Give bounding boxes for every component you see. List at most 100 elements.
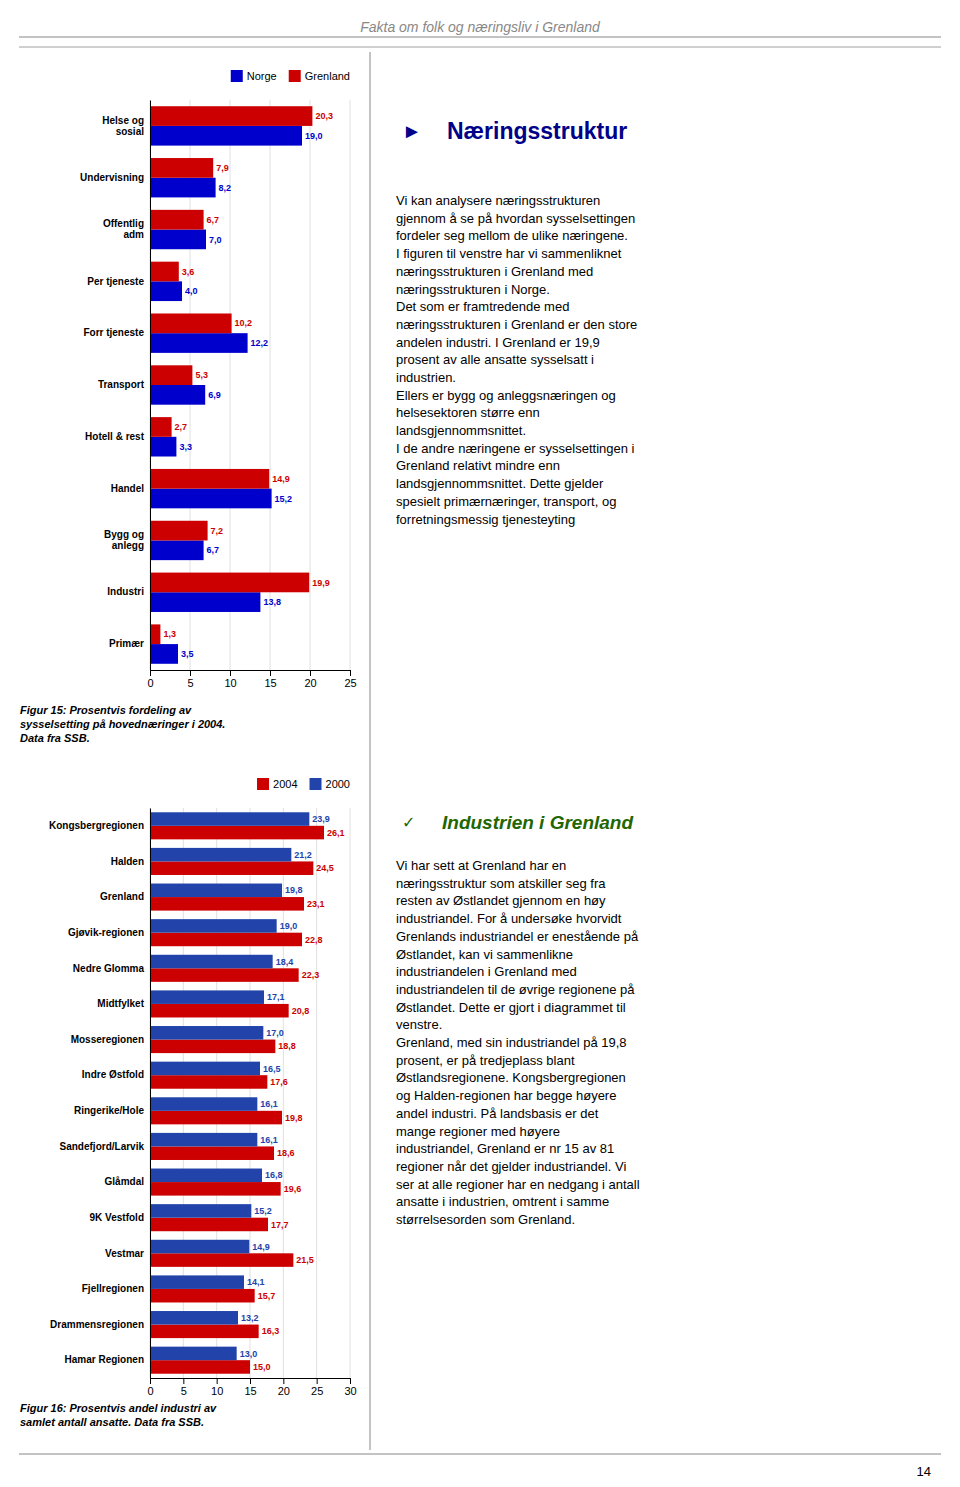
data-label: 26,1	[327, 828, 345, 838]
data-label: 1,3	[163, 629, 176, 639]
page-number: 14	[917, 1464, 931, 1479]
section-text: Vi kan analysere næringsstrukturengjenno…	[396, 193, 637, 527]
header: Fakta om folk og næringsliv i Grenland	[360, 19, 601, 35]
data-label: 18,6	[277, 1148, 295, 1158]
tick-label: 25	[344, 677, 356, 689]
grid-line	[316, 808, 317, 1378]
tick: Ringerike/Hole	[74, 1105, 144, 1116]
bar	[150, 1240, 249, 1254]
column-divider	[370, 52, 371, 1450]
chart: 0510152025Helse ogsosialUndervisningOffe…	[20, 70, 357, 744]
bar	[150, 955, 273, 969]
tick-label: 5	[187, 677, 193, 689]
bar	[150, 1311, 238, 1325]
grid-line	[283, 808, 284, 1378]
section-title: Industrien i Grenland	[442, 812, 633, 833]
x-axis: 051015202530	[147, 1378, 356, 1397]
tick-label: Hotell & rest	[85, 431, 145, 442]
bar	[150, 385, 205, 405]
bar	[150, 1289, 255, 1303]
bar	[150, 990, 264, 1004]
tick-label: Industri	[107, 586, 144, 597]
tick: 20	[278, 1378, 290, 1397]
data-label: 16,5	[263, 1064, 281, 1074]
bar	[150, 573, 309, 593]
tick-mark	[190, 670, 191, 676]
bar	[150, 1347, 237, 1361]
data-label: 20,8	[292, 1006, 310, 1016]
bar	[150, 624, 160, 644]
tick: Mosseregionen	[71, 1034, 144, 1045]
tick-label: 20	[278, 1385, 290, 1397]
data-label: 5,3	[195, 370, 208, 380]
legend-item: Norge	[231, 70, 277, 82]
grid-line	[150, 808, 151, 1378]
legend: 20042000	[257, 778, 350, 790]
tick: Handel	[111, 483, 145, 494]
bar	[150, 933, 302, 947]
section-text: Vi har sett at Grenland har ennæringsstr…	[396, 858, 640, 1227]
data-label: 19,8	[285, 1113, 303, 1123]
data-labels: 19,08,27,04,012,26,93,315,26,713,83,520,…	[163, 111, 333, 659]
data-label: 19,6	[284, 1184, 302, 1194]
data-label: 20,3	[315, 111, 333, 121]
bar	[150, 540, 204, 560]
bar	[150, 812, 309, 826]
data-label: 19,0	[280, 921, 298, 931]
data-label: 19,0	[305, 131, 323, 141]
axis-line	[151, 1379, 351, 1385]
bar	[150, 592, 260, 612]
bar	[150, 968, 299, 982]
data-label: 17,7	[271, 1220, 289, 1230]
tick: Primær	[109, 638, 144, 649]
tick-label: Primær	[109, 638, 144, 649]
data-label: 13,8	[263, 597, 281, 607]
tick: Midtfylket	[97, 998, 144, 1009]
tick-label: Transport	[98, 379, 145, 390]
tick-label: Gjøvik-regionen	[68, 927, 144, 938]
data-label: 6,9	[208, 390, 221, 400]
bar	[150, 1360, 250, 1374]
data-label: 13,2	[241, 1313, 259, 1323]
bar	[150, 437, 176, 457]
text-section: ►NæringsstrukturVi kan analysere nærings…	[396, 118, 637, 527]
data-label: 24,5	[316, 863, 334, 873]
tick-label: Fjellregionen	[82, 1283, 144, 1294]
tick-mark	[317, 1378, 318, 1384]
legend-item: 2004	[257, 778, 297, 790]
section-symbol: ►	[402, 120, 422, 142]
tick-label: 15	[264, 677, 276, 689]
tick-mark	[230, 670, 231, 676]
tick: Helse ogsosial	[102, 115, 144, 137]
bar	[150, 521, 208, 541]
tick-label: Ringerike/Hole	[74, 1105, 144, 1116]
chart: 051015202530KongsbergregionenHaldenGrenl…	[20, 778, 357, 1428]
tick-label: Halden	[111, 856, 144, 867]
bar	[150, 848, 291, 862]
tick-mark	[150, 1378, 151, 1384]
tick-label: Glåmdal	[105, 1176, 145, 1187]
grid	[150, 808, 350, 1378]
tick-mark	[270, 670, 271, 676]
tick: Nedre Glomma	[73, 963, 145, 974]
tick-mark	[283, 1378, 284, 1384]
bar	[150, 1111, 282, 1125]
data-label: 16,8	[265, 1170, 283, 1180]
tick-label: 10	[224, 677, 236, 689]
bar	[150, 281, 182, 301]
tick-label: 0	[147, 1385, 153, 1397]
grid	[150, 100, 350, 670]
bar	[150, 1204, 251, 1218]
tick: 0	[147, 670, 153, 689]
text-section: ✓Industrien i GrenlandVi har sett at Gre…	[396, 812, 640, 1227]
tick-mark	[350, 1378, 351, 1384]
tick-label: Hamar Regionen	[65, 1354, 144, 1365]
bars	[150, 106, 312, 664]
data-label: 15,0	[253, 1362, 271, 1372]
data-label: 2,7	[175, 422, 188, 432]
bar	[150, 1062, 260, 1076]
tick: Bygg oganlegg	[104, 529, 144, 551]
tick: Sandefjord/Larvik	[60, 1141, 145, 1152]
data-label: 14,9	[272, 474, 290, 484]
tick-mark	[150, 670, 151, 676]
